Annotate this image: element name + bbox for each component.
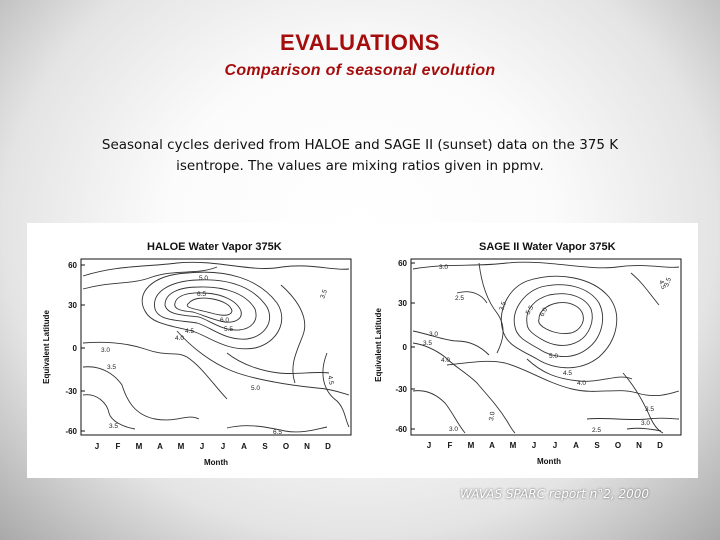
contour-value-label: 6.5	[197, 291, 206, 298]
contour-value-label: 5.0	[251, 385, 260, 392]
haloe-x-tick: F	[116, 442, 121, 451]
haloe-x-tick: A	[241, 442, 247, 451]
sage-x-tick: J	[427, 441, 431, 450]
sage-contour-labels: 3.0 4.5 3.5 2.5 3.5 5.5 6.0 3.0 3.5 4.0 …	[423, 264, 673, 434]
haloe-x-tick: D	[325, 442, 331, 451]
haloe-x-tick: O	[283, 442, 289, 451]
contour-value-label: 6.0	[539, 306, 550, 318]
sage-x-tick: N	[636, 441, 642, 450]
sage-x-tick: D	[657, 441, 663, 450]
contour-value-label: 4.0	[441, 357, 450, 364]
haloe-y-tick: -60	[65, 427, 77, 436]
haloe-x-tick: S	[262, 442, 268, 451]
contour-value-label: 3.5	[663, 276, 673, 287]
haloe-plot-frame	[80, 258, 352, 436]
sage-y-tick: -60	[395, 425, 407, 434]
haloe-x-ticks: J F M A M J J A S O N D	[95, 442, 331, 451]
contour-value-label: 3.5	[109, 423, 118, 430]
sage-panel: SAGE II Water Vapor 375K 60 30 0 -30 -60…	[374, 241, 682, 466]
contour-value-label: 2.5	[592, 427, 601, 434]
haloe-x-axis-label: Month	[204, 458, 228, 467]
haloe-x-tick: M	[136, 442, 143, 451]
contour-value-label: 3.5	[107, 364, 116, 371]
sage-x-tick: S	[594, 441, 600, 450]
contour-value-label: 3.5	[498, 300, 508, 311]
contour-value-label: 4.0	[175, 335, 184, 342]
contour-value-label: 4.0	[577, 380, 586, 387]
slide-caption: Seasonal cycles derived from HALOE and S…	[101, 137, 619, 174]
contour-value-label: 4.5	[185, 328, 194, 335]
haloe-x-tick: N	[304, 442, 310, 451]
sage-y-ticks: 60 30 0 -30 -60	[395, 259, 415, 434]
haloe-contour-labels: 5.0 6.5 3.5 6.0 5.5 4.5 4.0 3.0 3.5 5.0 …	[101, 275, 335, 436]
sage-y-tick: 60	[398, 259, 407, 268]
haloe-y-axis-label: Equivalent Latitude	[42, 310, 51, 384]
contour-value-label: 3.0	[439, 264, 448, 271]
contour-value-label: 3.0	[101, 347, 110, 354]
contour-value-label: 6.0	[220, 317, 229, 324]
contour-value-label: 3.5	[645, 406, 654, 413]
haloe-x-tick: A	[157, 442, 163, 451]
haloe-y-tick: -30	[65, 387, 77, 396]
haloe-panel-title: HALOE Water Vapor 375K	[147, 241, 282, 253]
contour-value-label: 3.5	[423, 340, 432, 347]
sage-y-tick: -30	[395, 385, 407, 394]
slide-title: EVALUATIONS	[280, 30, 440, 55]
sage-y-tick: 30	[398, 299, 407, 308]
sage-contour-lines	[412, 261, 680, 434]
contour-value-label: 5.5	[525, 304, 536, 316]
sage-x-tick: A	[489, 441, 495, 450]
sage-x-axis-label: Month	[537, 457, 561, 466]
contour-plots: HALOE Water Vapor 375K 60 30 0 -30 -60 E…	[42, 241, 682, 467]
source-credit: WAVAS SPARC report n°2, 2000	[460, 487, 650, 501]
haloe-panel: HALOE Water Vapor 375K 60 30 0 -30 -60 E…	[42, 241, 352, 467]
haloe-y-tick: 60	[68, 261, 77, 270]
haloe-x-tick: J	[221, 442, 225, 451]
haloe-x-tick: J	[200, 442, 204, 451]
contour-value-label: 2.5	[455, 295, 464, 302]
contour-value-label: 5.5	[224, 326, 233, 333]
contour-value-label: 4.5	[326, 375, 335, 385]
sage-x-tick: J	[553, 441, 557, 450]
haloe-x-tick: J	[95, 442, 99, 451]
contour-value-label: 3.5	[319, 288, 329, 299]
contour-value-label: 5.0	[549, 353, 558, 360]
contour-value-label: 4.5	[563, 370, 572, 377]
sage-plot-frame	[410, 258, 682, 436]
haloe-y-ticks: 60 30 0 -30 -60	[65, 261, 85, 436]
sage-x-ticks: J F M A M J J A S O N D	[427, 441, 663, 450]
haloe-y-tick: 30	[68, 301, 77, 310]
haloe-y-tick: 0	[73, 344, 78, 353]
sage-x-tick: A	[573, 441, 579, 450]
sage-x-tick: O	[615, 441, 621, 450]
sage-y-tick: 0	[403, 343, 408, 352]
sage-x-tick: F	[448, 441, 453, 450]
contour-value-label: 4.5	[657, 279, 667, 290]
sage-panel-title: SAGE II Water Vapor 375K	[479, 241, 616, 253]
contour-value-label: 3.0	[449, 426, 458, 433]
contour-figure: HALOE Water Vapor 375K 60 30 0 -30 -60 E…	[27, 223, 698, 478]
sage-y-axis-label: Equivalent Latitude	[374, 308, 383, 382]
sage-x-tick: M	[510, 441, 517, 450]
sage-x-tick: J	[532, 441, 536, 450]
contour-value-label: 3.0	[429, 331, 438, 338]
contour-value-label: 5.0	[199, 275, 208, 282]
slide-subtitle: Comparison of seasonal evolution	[224, 62, 496, 79]
contour-value-label: 3.0	[641, 420, 650, 427]
sage-x-tick: M	[468, 441, 475, 450]
haloe-contour-lines	[82, 261, 350, 433]
contour-value-label: 6.5	[273, 429, 282, 436]
contour-value-label: 3.0	[488, 411, 497, 421]
haloe-x-tick: M	[178, 442, 185, 451]
